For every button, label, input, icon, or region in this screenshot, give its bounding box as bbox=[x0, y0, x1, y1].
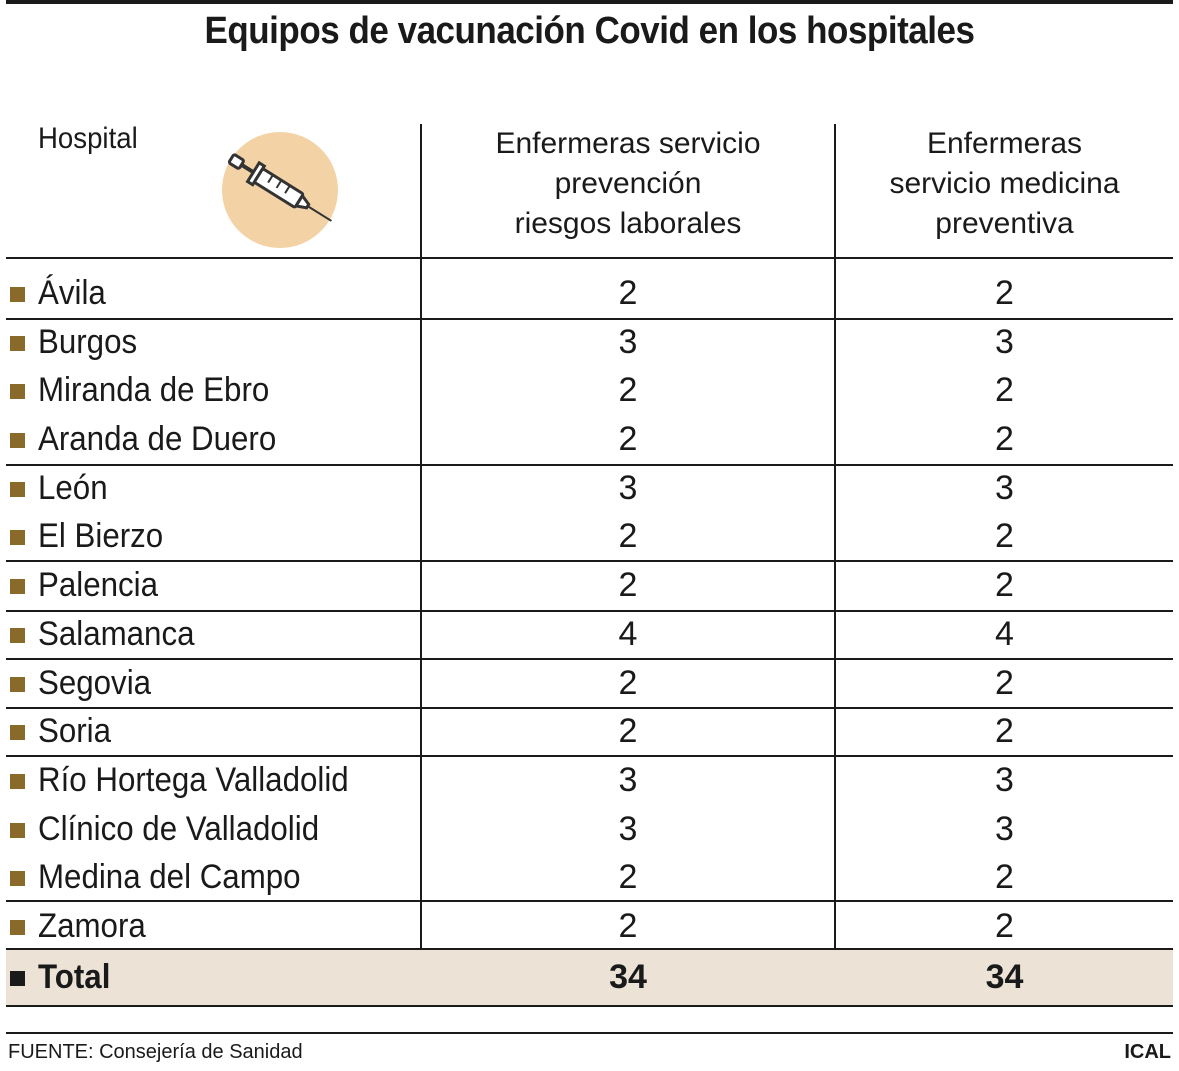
value-medicina-preventiva: 2 bbox=[995, 664, 1014, 702]
hospital-name: Miranda de Ebro bbox=[38, 371, 270, 409]
table-row: Burgos 3 3 bbox=[6, 317, 1173, 366]
value-medicina-preventiva: 2 bbox=[995, 907, 1014, 945]
hospital-name: Ávila bbox=[38, 274, 106, 312]
hospital-name: Palencia bbox=[38, 566, 158, 604]
table-row: Clínico de Valladolid 3 3 bbox=[6, 804, 1173, 853]
total-row-background bbox=[6, 950, 1173, 1006]
header-enfermeras-prevencion: Enfermeras servicio prevención riesgos l… bbox=[495, 127, 761, 240]
header-rule bbox=[6, 257, 1173, 259]
group-rule bbox=[6, 560, 1173, 562]
value-medicina-preventiva: 2 bbox=[995, 274, 1014, 312]
bullet-square-icon bbox=[10, 530, 25, 545]
hospital-name: Río Hortega Valladolid bbox=[38, 761, 349, 799]
value-medicina-preventiva: 2 bbox=[995, 420, 1014, 458]
group-rule bbox=[6, 318, 1173, 320]
value-medicina-preventiva: 2 bbox=[995, 566, 1014, 604]
header-enfermeras-medicina-preventiva: Enfermeras servicio medicina preventiva bbox=[889, 127, 1120, 240]
table-row: Aranda de Duero 2 2 bbox=[6, 414, 1173, 463]
table-row: Segovia 2 2 bbox=[6, 658, 1173, 707]
table-row: Salamanca 4 4 bbox=[6, 609, 1173, 658]
group-rule bbox=[6, 610, 1173, 612]
value-prevencion: 3 bbox=[618, 469, 638, 507]
group-rule bbox=[6, 755, 1173, 757]
table-row: Río Hortega Valladolid 3 3 bbox=[6, 755, 1173, 804]
value-prevencion: 2 bbox=[618, 274, 638, 312]
value-prevencion: 4 bbox=[618, 615, 638, 653]
value-medicina-preventiva: 2 bbox=[995, 517, 1014, 555]
value-prevencion: 2 bbox=[618, 371, 638, 409]
table-row: Zamora 2 2 bbox=[6, 901, 1173, 950]
hospital-name: Salamanca bbox=[38, 615, 195, 653]
table-row: Miranda de Ebro 2 2 bbox=[6, 365, 1173, 414]
hospital-name: Segovia bbox=[38, 664, 152, 702]
value-medicina-preventiva: 3 bbox=[995, 469, 1014, 507]
hospital-name: León bbox=[38, 469, 108, 507]
bullet-square-icon bbox=[10, 774, 25, 789]
total-prevencion: 34 bbox=[609, 958, 647, 996]
group-rule bbox=[6, 707, 1173, 709]
value-prevencion: 2 bbox=[618, 664, 638, 702]
bullet-square-icon bbox=[10, 433, 25, 448]
value-prevencion: 2 bbox=[618, 858, 638, 896]
column-separator bbox=[420, 124, 422, 1006]
syringe-icon bbox=[222, 132, 338, 248]
total-label: Total bbox=[38, 958, 111, 996]
bullet-square-icon bbox=[10, 579, 25, 594]
value-prevencion: 2 bbox=[618, 420, 638, 458]
page-title: Equipos de vacunación Covid en los hospi… bbox=[204, 10, 975, 52]
value-prevencion: 2 bbox=[618, 907, 638, 945]
value-medicina-preventiva: 3 bbox=[995, 323, 1014, 361]
value-prevencion: 3 bbox=[618, 810, 638, 848]
bullet-square-icon bbox=[10, 482, 25, 497]
bottom-rule bbox=[6, 1005, 1173, 1007]
hospital-name: Medina del Campo bbox=[38, 858, 301, 896]
header-hospital: Hospital bbox=[38, 122, 138, 155]
value-medicina-preventiva: 3 bbox=[995, 761, 1014, 799]
source-note: FUENTE: Consejería de Sanidad bbox=[8, 1041, 303, 1063]
table-row: Soria 2 2 bbox=[6, 706, 1173, 755]
group-rule bbox=[6, 658, 1173, 660]
group-rule bbox=[6, 464, 1173, 466]
total-rule bbox=[6, 948, 1173, 950]
table-row: Ávila 2 2 bbox=[6, 268, 1173, 317]
bullet-square-icon bbox=[10, 871, 25, 886]
value-prevencion: 2 bbox=[618, 517, 638, 555]
agency-credit: ICAL bbox=[1124, 1041, 1171, 1063]
footer-rule bbox=[6, 1032, 1173, 1034]
value-medicina-preventiva: 4 bbox=[995, 615, 1014, 653]
top-rule bbox=[6, 0, 1173, 4]
bullet-square-icon bbox=[10, 971, 25, 986]
hospital-name: Clínico de Valladolid bbox=[38, 810, 320, 848]
hospital-name: Aranda de Duero bbox=[38, 420, 277, 458]
value-medicina-preventiva: 2 bbox=[995, 371, 1014, 409]
bullet-square-icon bbox=[10, 823, 25, 838]
bullet-square-icon bbox=[10, 384, 25, 399]
column-separator bbox=[834, 124, 836, 1006]
total-row: Total 34 34 bbox=[6, 950, 1173, 1006]
table-row: El Bierzo 2 2 bbox=[6, 511, 1173, 560]
bullet-square-icon bbox=[10, 287, 25, 302]
value-medicina-preventiva: 2 bbox=[995, 858, 1014, 896]
total-medicina-preventiva: 34 bbox=[985, 958, 1024, 996]
value-prevencion: 2 bbox=[618, 566, 638, 604]
group-rule bbox=[6, 900, 1173, 902]
bullet-square-icon bbox=[10, 628, 25, 643]
value-prevencion: 3 bbox=[618, 323, 638, 361]
bullet-square-icon bbox=[10, 677, 25, 692]
hospital-name: Soria bbox=[38, 712, 112, 750]
hospital-name: Zamora bbox=[38, 907, 146, 945]
table-row: Palencia 2 2 bbox=[6, 560, 1173, 609]
value-medicina-preventiva: 2 bbox=[995, 712, 1014, 750]
value-prevencion: 2 bbox=[618, 712, 638, 750]
hospital-name: El Bierzo bbox=[38, 517, 164, 555]
value-prevencion: 3 bbox=[618, 761, 638, 799]
hospital-name: Burgos bbox=[38, 323, 138, 361]
table-row: Medina del Campo 2 2 bbox=[6, 852, 1173, 901]
bullet-square-icon bbox=[10, 725, 25, 740]
bullet-square-icon bbox=[10, 336, 25, 351]
value-medicina-preventiva: 3 bbox=[995, 810, 1014, 848]
table-row: León 3 3 bbox=[6, 463, 1173, 512]
bullet-square-icon bbox=[10, 920, 25, 935]
